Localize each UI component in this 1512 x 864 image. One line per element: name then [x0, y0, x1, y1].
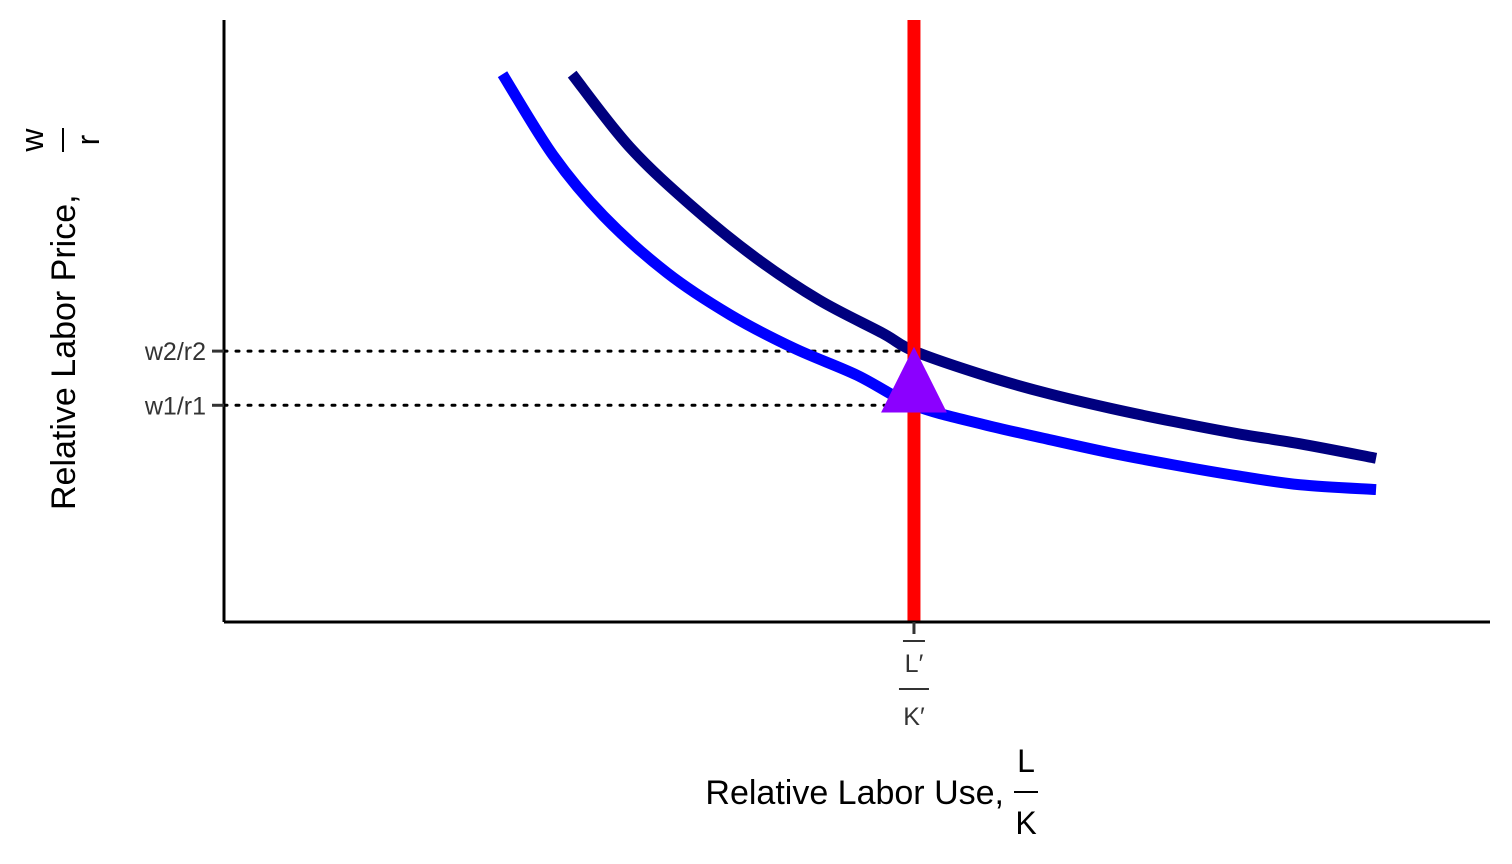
y-axis-title-group: Relative Labor Price, w r [14, 128, 106, 510]
y-tick-label-1: w1/r1 [144, 392, 206, 420]
x-tick-denominator: K′ [903, 703, 925, 731]
demand-curve-shifted [567, 70, 1378, 464]
tick-labels: w1/r1 w2/r2 L′ K′ [144, 338, 929, 731]
series-lines [497, 20, 1378, 622]
x-tick-numerator: L′ [905, 650, 924, 678]
axes [222, 20, 1490, 624]
y-axis-title: Relative Labor Price, [45, 194, 83, 510]
x-axis-title-denominator: K [1015, 805, 1036, 841]
x-axis-title-numerator: L [1017, 743, 1035, 779]
y-axis-title-numerator: w [14, 128, 50, 153]
y-axis-title-denominator: r [70, 134, 106, 145]
axis-titles: Relative Labor Use, LK Relative Labor Pric… [14, 128, 1038, 841]
demand-curve-initial [497, 71, 1377, 496]
x-axis-title: Relative Labor Use, [705, 774, 1004, 812]
y-tick-label-2: w2/r2 [144, 338, 206, 366]
